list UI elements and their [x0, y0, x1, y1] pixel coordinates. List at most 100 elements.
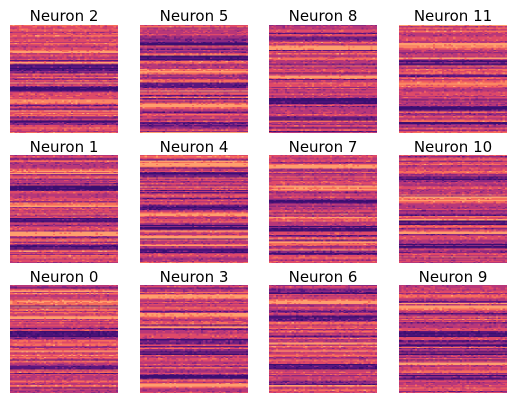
heatmap-cell	[107, 75, 109, 76]
heatmap-cell	[404, 61, 406, 62]
heatmap-cell	[428, 93, 430, 94]
heatmap-cell	[294, 43, 296, 44]
heatmap-cell	[201, 130, 203, 131]
heatmap-cell	[500, 53, 502, 54]
heatmap-cell	[283, 113, 285, 114]
heatmap-cell	[149, 116, 151, 117]
heatmap-cell	[223, 117, 225, 118]
heatmap-cell	[343, 90, 345, 91]
heatmap-row	[10, 111, 118, 112]
heatmap-row	[399, 99, 507, 100]
heatmap-row	[399, 35, 507, 36]
heatmap-cell	[417, 82, 419, 83]
heatmap-cell	[442, 94, 444, 95]
heatmap-cell	[167, 121, 169, 122]
heatmap-row	[10, 93, 118, 94]
heatmap-cell	[301, 61, 303, 62]
heatmap-cell	[332, 73, 334, 74]
heatmap-cell	[431, 27, 433, 28]
heatmap-cell	[292, 94, 294, 95]
heatmap-cell	[33, 71, 35, 72]
heatmap-row-band	[399, 123, 507, 124]
heatmap-cell	[105, 26, 107, 27]
heatmap-cell	[364, 102, 366, 103]
heatmap-cell	[158, 107, 160, 108]
heatmap-cell	[283, 43, 285, 44]
heatmap-cell	[165, 62, 167, 63]
heatmap-cell	[366, 118, 368, 119]
heatmap-cell	[75, 71, 77, 72]
heatmap-cell	[375, 68, 377, 69]
heatmap-cell	[91, 181, 93, 182]
heatmap-cell	[37, 76, 39, 77]
heatmap-cell	[237, 63, 239, 64]
heatmap-row-band	[399, 34, 507, 35]
heatmap-cell	[212, 48, 214, 49]
heatmap-cell	[60, 53, 62, 54]
heatmap-cell	[348, 34, 350, 35]
heatmap-row	[10, 158, 118, 159]
heatmap-row-band	[10, 25, 118, 26]
heatmap-cell	[343, 85, 345, 86]
heatmap-cell	[208, 35, 210, 36]
heatmap-row-band	[399, 91, 507, 92]
heatmap-cell	[26, 161, 28, 162]
heatmap-cell	[417, 106, 419, 107]
heatmap-cell	[471, 113, 473, 114]
heatmap-cell	[375, 87, 377, 88]
heatmap-cell	[230, 117, 232, 118]
heatmap-cell	[21, 28, 23, 29]
heatmap-row	[269, 66, 377, 67]
heatmap-cell	[24, 123, 26, 124]
heatmap-cell	[274, 35, 276, 36]
heatmap-row	[10, 155, 118, 156]
heatmap-cell	[15, 77, 17, 78]
heatmap-cell	[75, 100, 77, 101]
heatmap-cell	[169, 104, 171, 105]
heatmap-cell	[355, 97, 357, 98]
heatmap-cell	[467, 130, 469, 131]
heatmap-cell	[169, 67, 171, 68]
heatmap-row	[399, 127, 507, 128]
heatmap-cell	[422, 50, 424, 51]
heatmap-cell	[494, 73, 496, 74]
heatmap-row	[399, 61, 507, 62]
heatmap-cell	[39, 90, 41, 91]
heatmap-cell	[212, 126, 214, 127]
heatmap-cell	[444, 90, 446, 91]
heatmap-cell	[350, 120, 352, 121]
heatmap-cell	[366, 28, 368, 29]
heatmap-cell	[163, 131, 165, 132]
heatmap-cell	[246, 79, 248, 80]
heatmap-cell	[244, 49, 246, 50]
heatmap-cell	[17, 53, 19, 54]
heatmap-cell	[221, 75, 223, 76]
heatmap-cell	[453, 103, 455, 104]
heatmap-cell	[19, 108, 21, 109]
heatmap-cell	[471, 39, 473, 40]
heatmap-cell	[96, 32, 98, 33]
heatmap-cell	[415, 78, 417, 79]
heatmap-cell	[100, 81, 102, 82]
heatmap-cell	[503, 72, 505, 73]
heatmap-cell	[217, 122, 219, 123]
heatmap-cell	[15, 45, 17, 46]
heatmap-row	[140, 81, 248, 82]
heatmap-cell	[237, 112, 239, 113]
heatmap-cell	[78, 164, 80, 165]
heatmap-cell	[276, 113, 278, 114]
heatmap-cell	[39, 122, 41, 123]
heatmap-cell	[214, 53, 216, 54]
heatmap-cell	[435, 130, 437, 131]
heatmap-cell	[167, 30, 169, 31]
heatmap-row	[10, 55, 118, 56]
heatmap-row	[10, 26, 118, 27]
heatmap-cell	[428, 88, 430, 89]
heatmap-row	[10, 181, 118, 182]
heatmap-cell	[399, 40, 401, 41]
heatmap-cell	[28, 43, 30, 44]
heatmap-cell	[51, 55, 53, 56]
heatmap-cell	[276, 44, 278, 45]
heatmap-cell	[435, 35, 437, 36]
heatmap-cell	[343, 45, 345, 46]
